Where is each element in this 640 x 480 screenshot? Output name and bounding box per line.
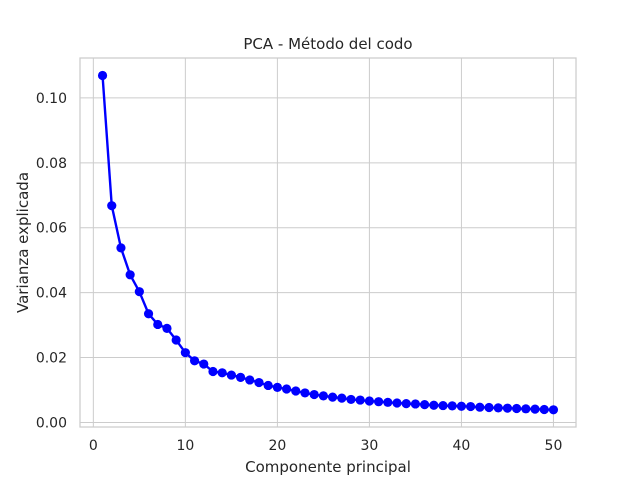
tick-labels: 0 10 20 30 40 50 0.00 0.02 0.04 0.06 0.08 0.10	[36, 91, 563, 454]
data-point	[143, 309, 154, 319]
data-point	[475, 402, 485, 412]
data-point	[116, 243, 126, 253]
data-point	[401, 399, 411, 409]
data-point	[456, 401, 467, 411]
data-point	[364, 396, 375, 406]
data-point	[125, 270, 135, 280]
plot-frame	[79, 57, 577, 428]
data-point	[392, 398, 402, 408]
data-point	[328, 392, 338, 402]
data-point	[410, 399, 421, 409]
data-point	[272, 382, 282, 393]
data-point	[254, 377, 264, 388]
data-point	[383, 397, 393, 407]
data-point	[217, 368, 227, 378]
data-point	[521, 404, 531, 414]
data-point	[318, 391, 328, 401]
y-tick-label: 0.00	[36, 415, 67, 431]
data-point	[355, 395, 365, 405]
data-point	[180, 348, 190, 358]
data-point	[97, 70, 108, 81]
chart-title: PCA - Método del codo	[243, 35, 412, 53]
data-point	[281, 384, 292, 394]
x-tick-label: 50	[545, 438, 563, 454]
data-point	[208, 366, 218, 377]
data-point	[429, 400, 439, 410]
data-point	[300, 388, 310, 398]
data-point	[493, 403, 503, 413]
data-point	[447, 401, 457, 411]
data-point	[539, 404, 549, 415]
grid-lines	[80, 58, 576, 427]
data-point	[438, 400, 448, 411]
data-point	[502, 403, 513, 413]
x-tick-label: 30	[360, 438, 378, 454]
data-point	[107, 201, 117, 211]
data-point	[171, 335, 181, 345]
data-point	[245, 375, 255, 385]
data-point	[512, 403, 522, 414]
x-tick-label: 40	[453, 438, 471, 454]
x-axis-label: Componente principal	[245, 458, 411, 476]
y-tick-label: 0.06	[36, 221, 67, 237]
data-point	[291, 386, 301, 396]
data-point	[153, 319, 163, 330]
data-point	[548, 405, 559, 415]
series-layer	[97, 70, 559, 415]
data-point	[263, 380, 273, 391]
data-point	[346, 394, 356, 405]
y-tick-label: 0.04	[36, 286, 67, 302]
data-point	[374, 397, 384, 407]
y-tick-label: 0.02	[36, 351, 67, 367]
x-tick-label: 0	[89, 438, 98, 454]
data-point	[162, 323, 172, 333]
x-tick-label: 10	[176, 438, 194, 454]
data-point	[420, 400, 430, 410]
y-tick-label: 0.08	[36, 156, 67, 172]
data-point	[226, 370, 236, 380]
data-point	[189, 356, 200, 366]
data-point	[530, 404, 540, 414]
y-axis-label: Varianza explicada	[14, 172, 32, 313]
data-point	[199, 359, 209, 369]
y-tick-label: 0.10	[36, 91, 67, 107]
series-line	[101, 75, 554, 411]
data-point	[466, 401, 476, 412]
data-point	[337, 393, 347, 403]
data-point	[134, 287, 144, 297]
data-point	[309, 389, 319, 400]
data-point	[235, 372, 246, 382]
x-tick-label: 20	[268, 438, 286, 454]
data-point	[484, 402, 494, 413]
